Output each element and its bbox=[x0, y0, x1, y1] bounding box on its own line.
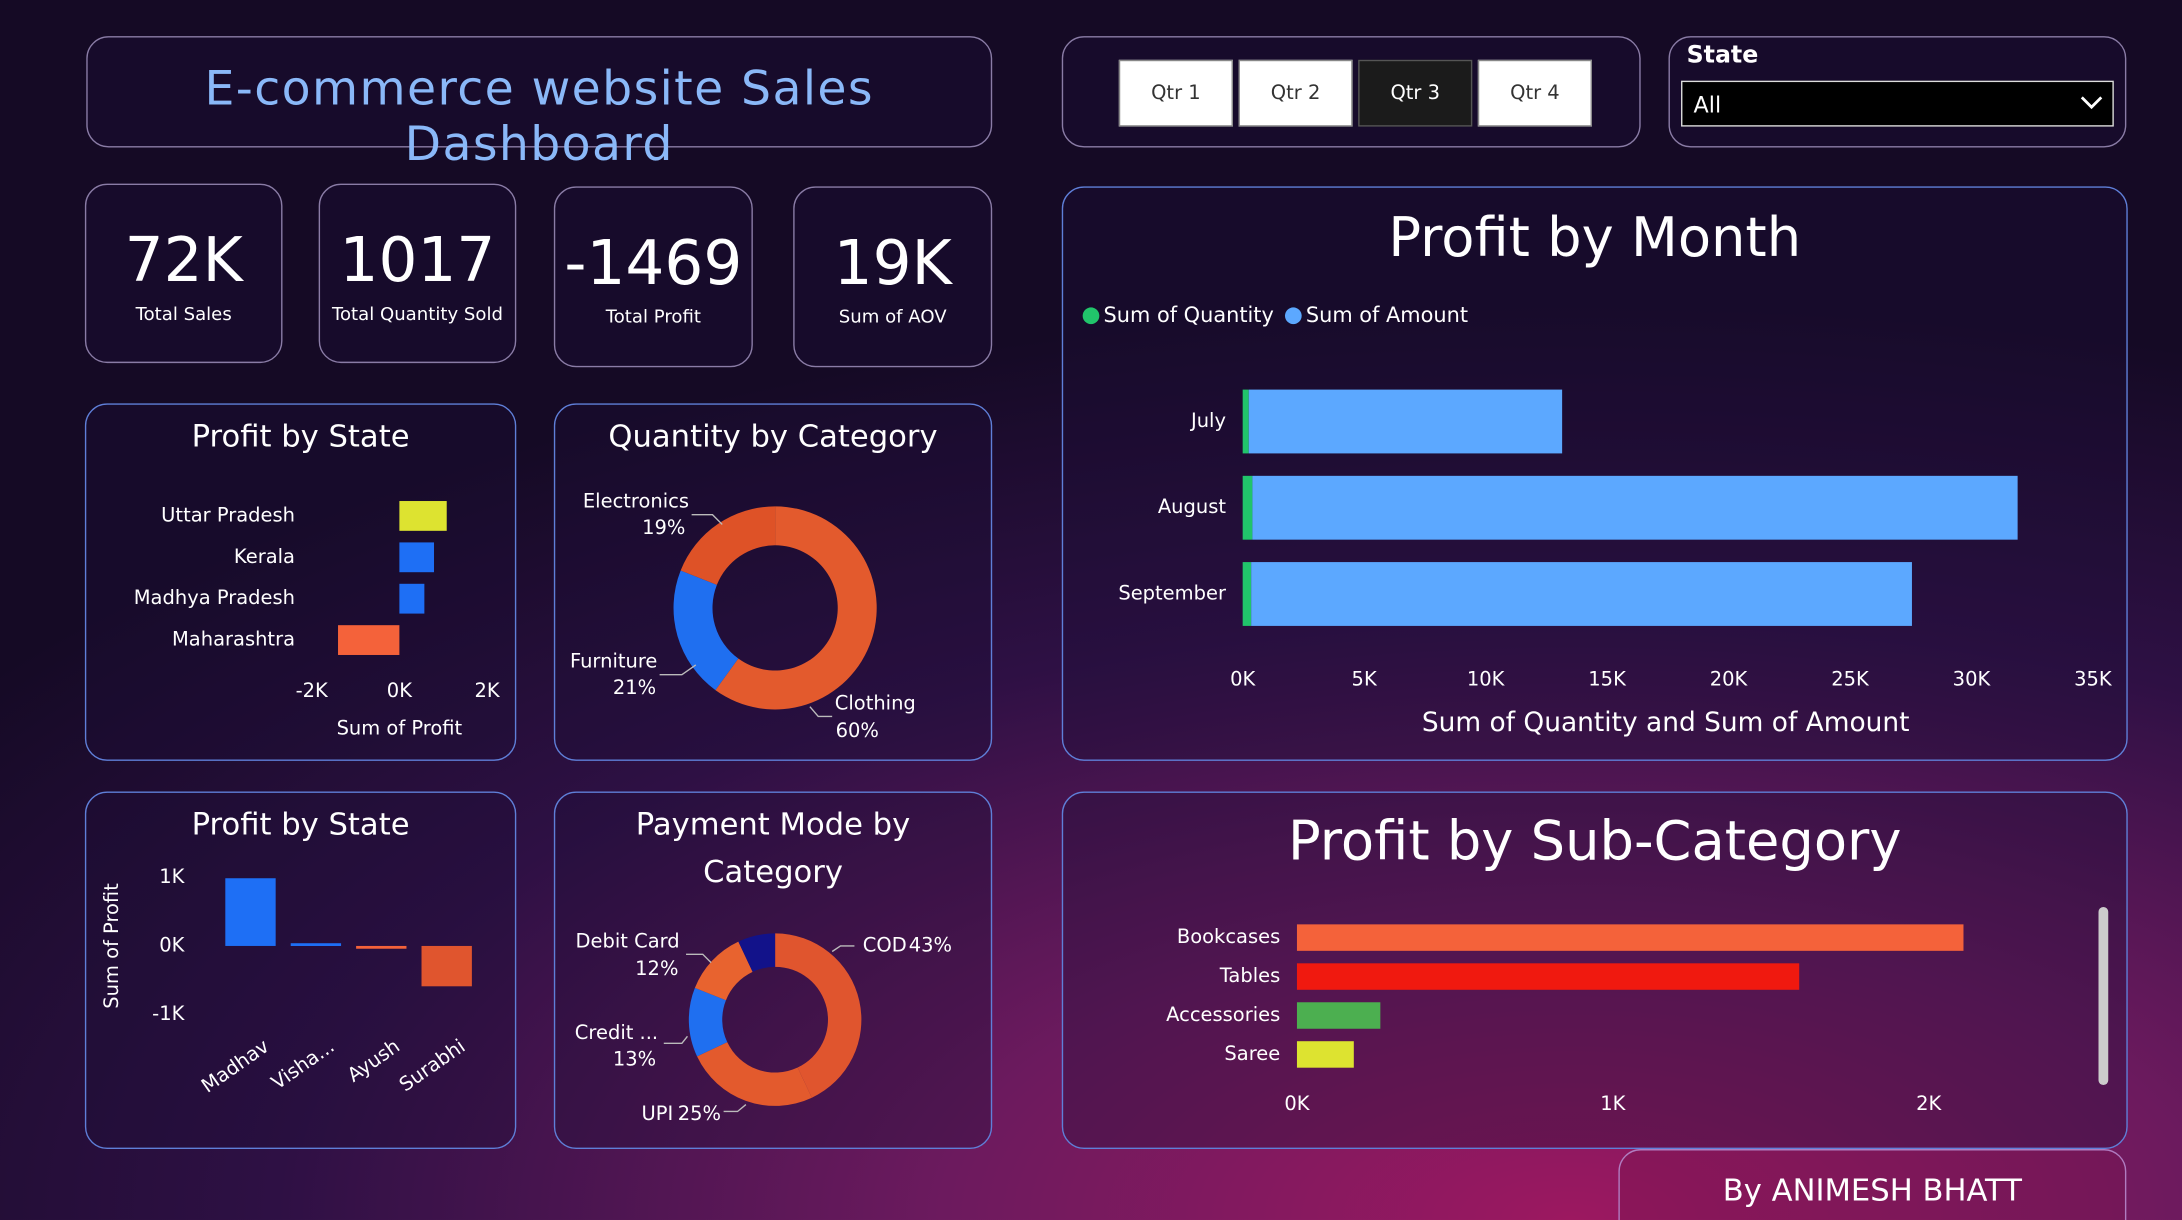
chart-panel: Profit by State bbox=[84, 403, 517, 761]
quarter-button[interactable]: Qtr 3 bbox=[1358, 59, 1473, 127]
quarter-button[interactable]: Qtr 2 bbox=[1238, 59, 1353, 127]
kpi-card: -1469 Total Profit bbox=[553, 186, 753, 368]
quarter-button[interactable]: Qtr 4 bbox=[1477, 59, 1592, 127]
footer-text: By ANIMESH BHATT bbox=[1722, 1174, 2022, 1209]
kpi-value: 72K bbox=[124, 225, 243, 297]
title-panel: E-commerce website Sales Dashboard bbox=[86, 36, 993, 172]
kpi-value: 19K bbox=[833, 228, 952, 300]
chart-title: Payment Mode by Category bbox=[635, 808, 911, 891]
chart-panel: Profit by Month bbox=[1061, 186, 2128, 761]
kpi-value: -1469 bbox=[564, 228, 743, 300]
kpi-label: Total Quantity Sold bbox=[331, 304, 503, 326]
chart-panel: Profit by Sub-Category bbox=[1061, 791, 2128, 1150]
dropdown-chevron bbox=[2080, 96, 2103, 110]
state-label: State bbox=[1686, 41, 1759, 70]
chart-title: Profit by Sub-Category bbox=[1288, 811, 1902, 874]
kpi-card: 1017 Total Quantity Sold bbox=[318, 183, 517, 364]
chart-title: Profit by State bbox=[191, 808, 410, 844]
kpi-card: 72K Total Sales bbox=[84, 183, 283, 364]
state-dropdown[interactable]: All bbox=[1681, 80, 2114, 127]
kpi-value: 1017 bbox=[339, 225, 496, 297]
chart-panel: Quantity by Category bbox=[553, 403, 993, 761]
dashboard-title: E-commerce website Sales Dashboard bbox=[204, 61, 874, 173]
kpi-card: 19K Sum of AOV bbox=[793, 186, 993, 368]
chart-title: Profit by Month bbox=[1388, 207, 1802, 270]
state-value: All bbox=[1693, 91, 1722, 119]
quarter-button[interactable]: Qtr 1 bbox=[1118, 59, 1233, 127]
kpi-label: Sum of AOV bbox=[838, 307, 947, 329]
chart-title: Quantity by Category bbox=[608, 420, 938, 455]
scrollbar[interactable] bbox=[2098, 906, 2109, 1086]
chart-panel: Payment Mode by Category bbox=[553, 791, 993, 1150]
kpi-label: Total Sales bbox=[135, 304, 232, 326]
footer-panel: By ANIMESH BHATT bbox=[1618, 1149, 2127, 1220]
state-slicer: State All bbox=[1668, 36, 2127, 148]
kpi-label: Total Profit bbox=[605, 307, 701, 329]
chart-panel: Profit by State bbox=[84, 791, 517, 1150]
quarter-slicer: Qtr 1 Qtr 2 Qtr 3 Qtr 4 bbox=[1061, 36, 1641, 148]
chart-title: Profit by State bbox=[191, 420, 410, 455]
